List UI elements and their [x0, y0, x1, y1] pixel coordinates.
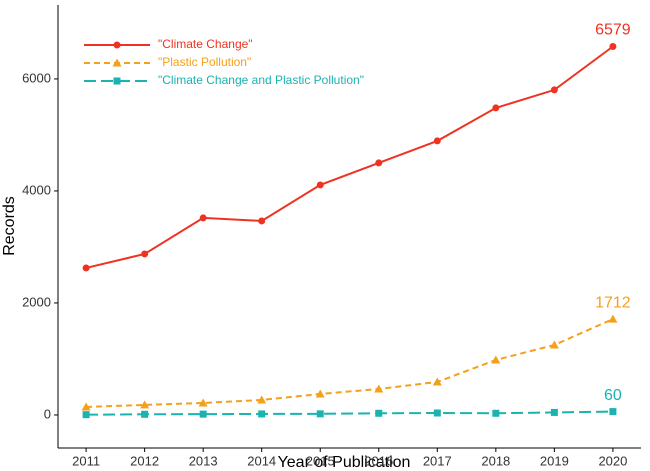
point: [316, 410, 324, 418]
point: [609, 42, 617, 50]
x-tick-label: 2020: [598, 453, 627, 468]
legend-marker: [112, 58, 122, 67]
y-tick-label: 0: [44, 406, 51, 421]
x-tick-label: 2012: [130, 453, 159, 468]
point: [549, 340, 559, 349]
x-tick-label: 2017: [423, 453, 452, 468]
point: [82, 411, 90, 419]
series-line: [86, 410, 613, 416]
point: [375, 409, 383, 417]
point: [609, 408, 617, 416]
point: [258, 410, 266, 418]
point: [491, 355, 501, 364]
legend-label: "Plastic Pollution": [158, 55, 251, 69]
x-axis-title: Year of Publication: [278, 454, 411, 471]
point: [375, 159, 383, 167]
point: [492, 104, 500, 112]
x-tick-label: 2015: [306, 453, 335, 468]
value-label: 6579: [595, 22, 631, 39]
point: [257, 395, 267, 404]
point: [82, 264, 90, 272]
point: [199, 214, 207, 222]
series-line: [86, 318, 614, 408]
point: [433, 137, 441, 145]
point: [550, 86, 558, 94]
x-tick-label: 2011: [72, 453, 100, 468]
point: [433, 409, 441, 417]
legend-label: "Climate Change and Plastic Pollution": [158, 73, 364, 87]
point: [199, 410, 207, 418]
point: [608, 314, 618, 323]
legend-marker: [113, 77, 121, 85]
point: [140, 400, 150, 409]
point: [258, 217, 266, 225]
point: [316, 181, 324, 189]
value-label: 60: [604, 387, 622, 404]
point: [432, 377, 442, 386]
y-tick-label: 2000: [22, 294, 51, 309]
legend-label: "Climate Change": [158, 37, 253, 51]
x-tick-label: 2018: [481, 453, 510, 468]
point: [315, 389, 325, 398]
x-tick-label: 2013: [189, 453, 218, 468]
point: [198, 398, 208, 407]
y-axis-title: Records: [1, 196, 18, 256]
point: [492, 409, 500, 417]
x-tick-label: 2016: [364, 453, 393, 468]
point: [81, 402, 91, 411]
legend-marker: [113, 41, 121, 49]
x-tick-label: 2019: [540, 453, 569, 468]
y-tick-label: 6000: [22, 70, 51, 85]
series-line: [85, 45, 614, 269]
y-tick-label: 4000: [22, 182, 51, 197]
value-label: 1712: [595, 294, 631, 311]
point: [374, 384, 384, 393]
point: [141, 410, 149, 418]
x-tick-label: 2014: [247, 453, 276, 468]
point: [550, 408, 558, 416]
point: [141, 250, 149, 258]
